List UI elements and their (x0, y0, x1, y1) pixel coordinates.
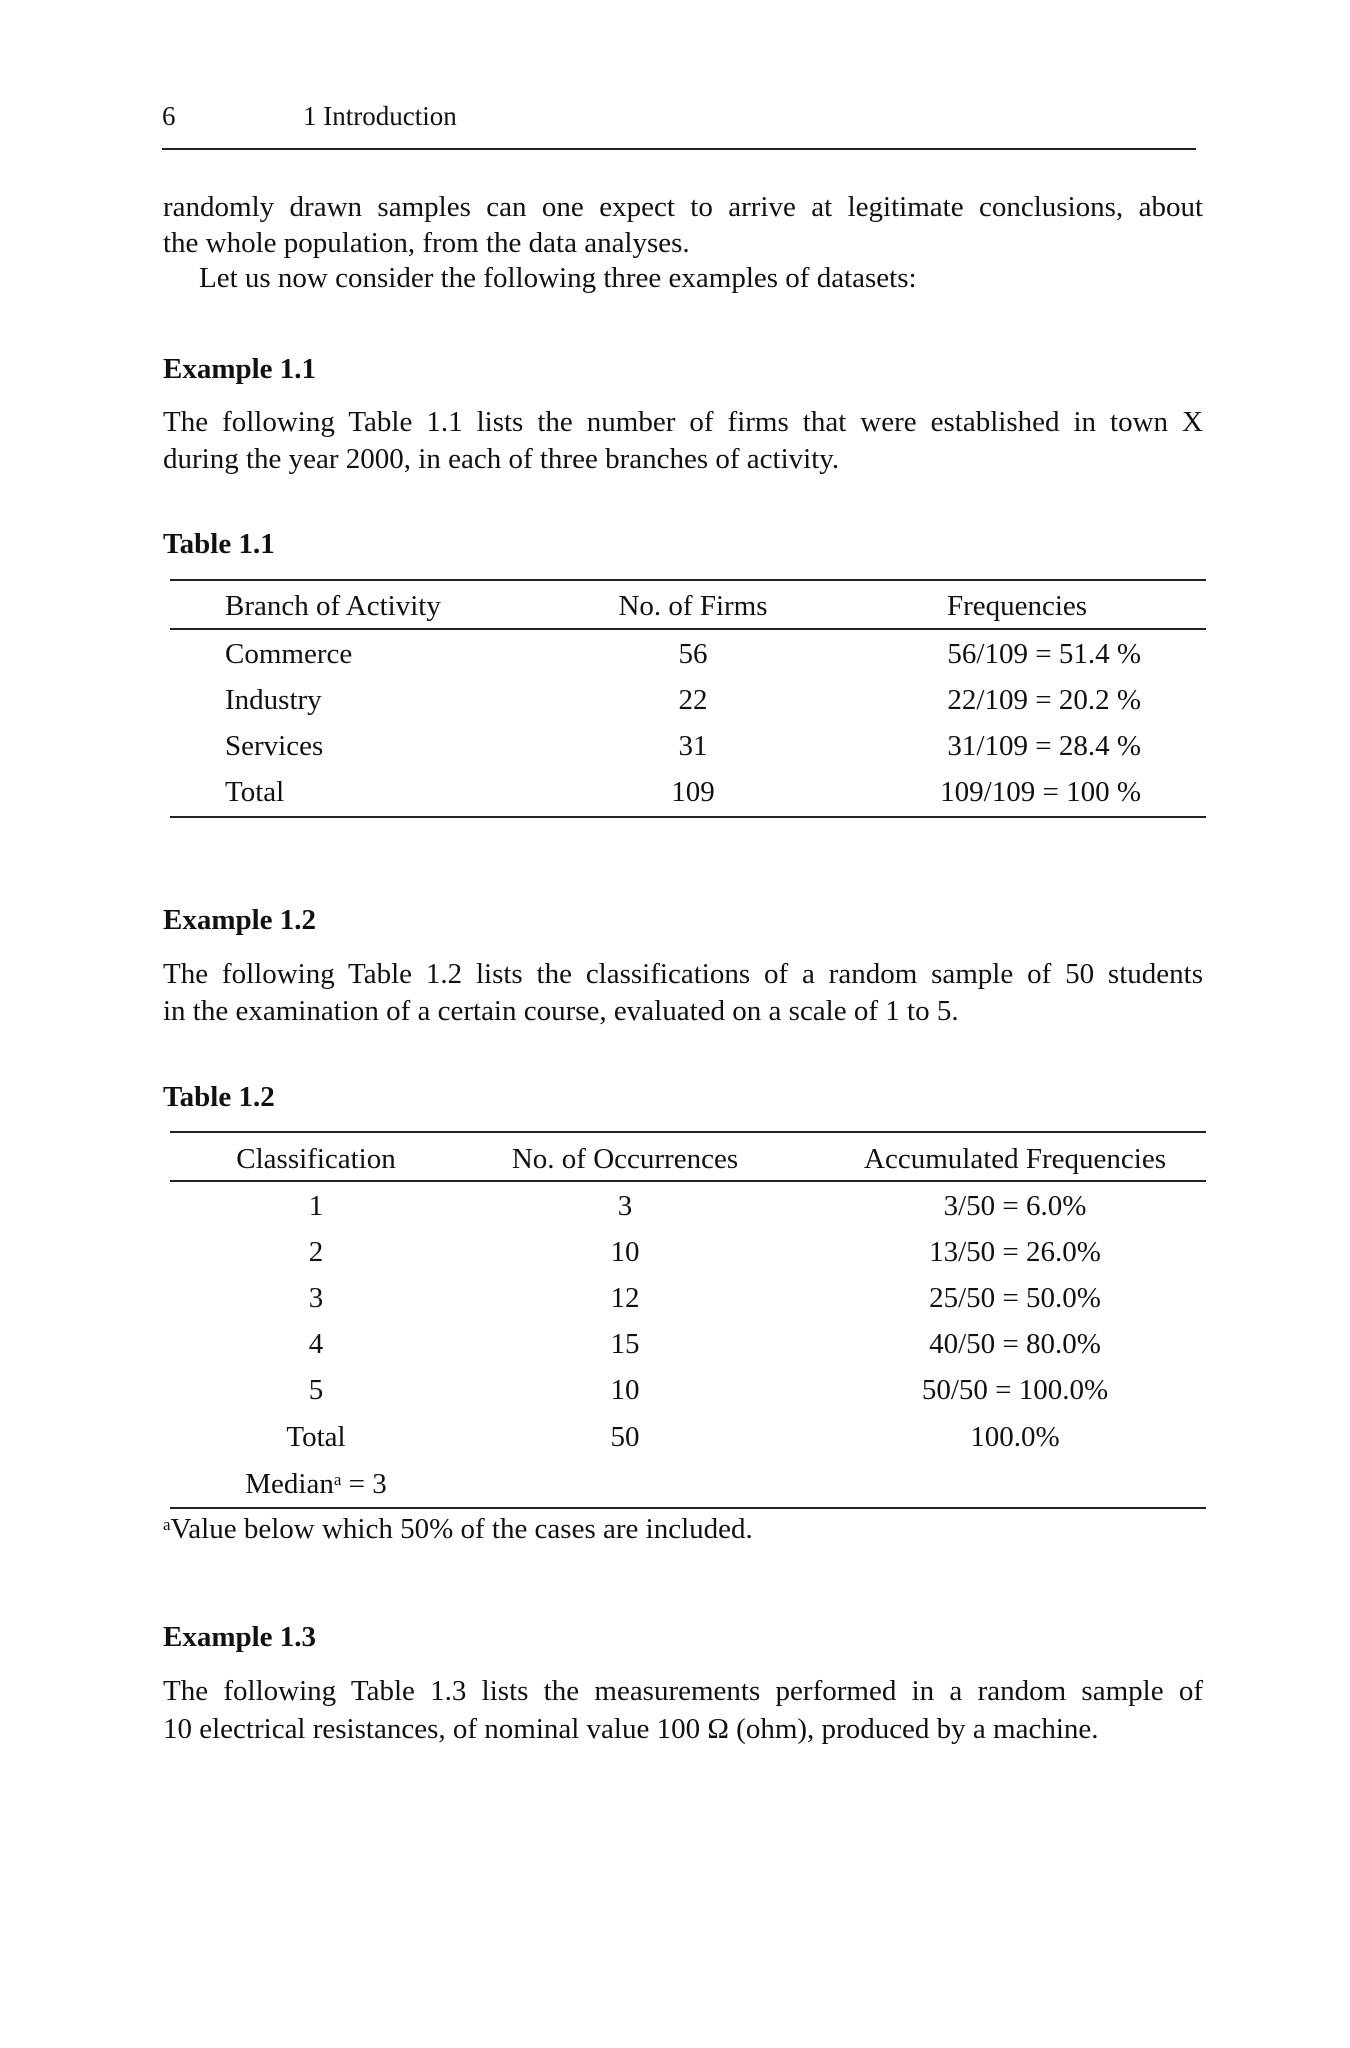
cell: 3 (308, 1282, 324, 1314)
text-line: in the examination of a certain course, … (163, 995, 959, 1027)
column-header: No. of Occurrences (511, 1143, 739, 1175)
median-label: Median (245, 1468, 334, 1500)
median-row: Mediana = 3 (245, 1466, 387, 1502)
cell: 22 (678, 684, 708, 716)
cell: 1 (308, 1190, 324, 1222)
table-header-rule (170, 628, 1206, 630)
cell: 56 (678, 638, 708, 670)
cell: 10 (610, 1374, 640, 1406)
table-bottom-rule (170, 1507, 1206, 1509)
table-header-rule (170, 1180, 1206, 1182)
cell: 109/109 = 100 % (940, 776, 1141, 808)
cell: 2 (308, 1236, 324, 1268)
cell: 31 (678, 730, 708, 762)
text-line: The following Table 1.1 lists the number… (163, 406, 1203, 438)
cell: 109 (671, 776, 715, 808)
median-value: = 3 (341, 1468, 387, 1500)
cell: Services (225, 730, 324, 762)
footnote-mark: a (333, 1470, 342, 1489)
text-line: during the year 2000, in each of three b… (163, 443, 840, 475)
cell: Commerce (225, 638, 353, 670)
column-header: Branch of Activity (225, 590, 441, 622)
cell: 15 (610, 1328, 640, 1360)
text-line: Let us now consider the following three … (199, 262, 917, 294)
cell: 10 (610, 1236, 640, 1268)
cell: 50 (610, 1421, 640, 1453)
example-3-heading: Example 1.3 (163, 1621, 317, 1653)
cell: 25/50 = 50.0% (929, 1282, 1101, 1314)
cell: 13/50 = 26.0% (929, 1236, 1101, 1268)
example-2-heading: Example 1.2 (163, 904, 317, 936)
footnote-text: Value below which 50% of the cases are i… (170, 1513, 753, 1545)
table-1-caption: Table 1.1 (163, 528, 275, 560)
text-line: randomly drawn samples can one expect to… (163, 191, 1203, 223)
cell: Total (225, 776, 285, 808)
cell: 22/109 = 20.2 % (947, 684, 1141, 716)
text-line: The following Table 1.2 lists the classi… (163, 958, 1203, 990)
cell: 40/50 = 80.0% (929, 1328, 1101, 1360)
cell: Industry (225, 684, 322, 716)
chapter-title: 1 Introduction (303, 101, 457, 131)
table-top-rule (170, 1131, 1206, 1133)
table-2-caption: Table 1.2 (163, 1081, 275, 1113)
table-top-rule (170, 579, 1206, 581)
column-header: Accumulated Frequencies (864, 1143, 1166, 1175)
column-header: Frequencies (946, 590, 1088, 622)
text-line: the whole population, from the data anal… (163, 227, 690, 259)
cell: 12 (610, 1282, 640, 1314)
table-bottom-rule (170, 816, 1206, 818)
column-header: No. of Firms (618, 590, 768, 622)
cell: 50/50 = 100.0% (921, 1374, 1109, 1406)
cell: 5 (308, 1374, 324, 1406)
cell: 56/109 = 51.4 % (947, 638, 1141, 670)
example-1-heading: Example 1.1 (163, 353, 317, 385)
footnote-mark: a (163, 1515, 171, 1534)
column-header: Classification (236, 1143, 396, 1175)
text-line: The following Table 1.3 lists the measur… (163, 1675, 1203, 1707)
page-number: 6 (162, 101, 176, 131)
cell: 100.0% (970, 1421, 1060, 1453)
cell: 4 (308, 1328, 324, 1360)
cell: 31/109 = 28.4 % (947, 730, 1141, 762)
table-footnote: aValue below which 50% of the cases are … (163, 1511, 753, 1547)
cell: Total (286, 1421, 346, 1453)
cell: 3 (617, 1190, 633, 1222)
text-line: 10 electrical resistances, of nominal va… (163, 1713, 1099, 1745)
cell: 3/50 = 6.0% (943, 1190, 1087, 1222)
header-rule (162, 148, 1196, 150)
